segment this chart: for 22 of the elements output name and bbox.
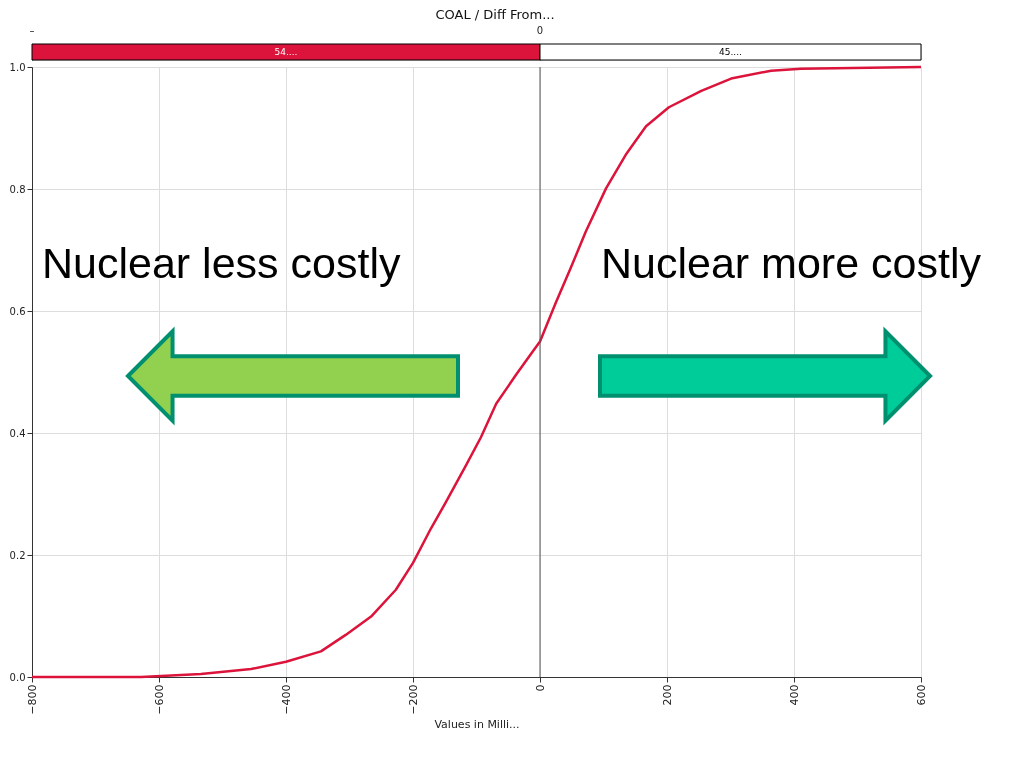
x-tick-label: 600	[914, 684, 928, 706]
text: –	[29, 25, 35, 36]
x-tick-label: −600	[152, 684, 166, 715]
y-tick-label: 1.0	[9, 61, 26, 73]
x-tick-label: 0	[533, 684, 547, 692]
x-tick-label: −400	[279, 684, 293, 715]
data-label: 54....	[274, 47, 298, 57]
x-tick-label: 400	[787, 684, 801, 706]
data-label: 45....	[719, 47, 742, 57]
text: 0	[536, 25, 544, 36]
annotation: Nuclear more costly	[601, 239, 982, 287]
x-tick-label: −800	[25, 684, 39, 715]
x-tick-label: 200	[660, 684, 674, 706]
chart-title: COAL / Diff From...	[435, 6, 555, 22]
y-tick-label: 0.2	[9, 549, 26, 561]
y-tick-label: 0.6	[9, 305, 26, 317]
y-tick-label: 0.8	[9, 183, 26, 195]
y-tick-label: 0.0	[9, 671, 26, 683]
x-axis-title: Values in Milli...	[434, 717, 520, 731]
x-tick-label: −200	[406, 684, 420, 715]
annotation: Nuclear less costly	[42, 239, 401, 287]
y-tick-label: 0.4	[9, 427, 26, 439]
